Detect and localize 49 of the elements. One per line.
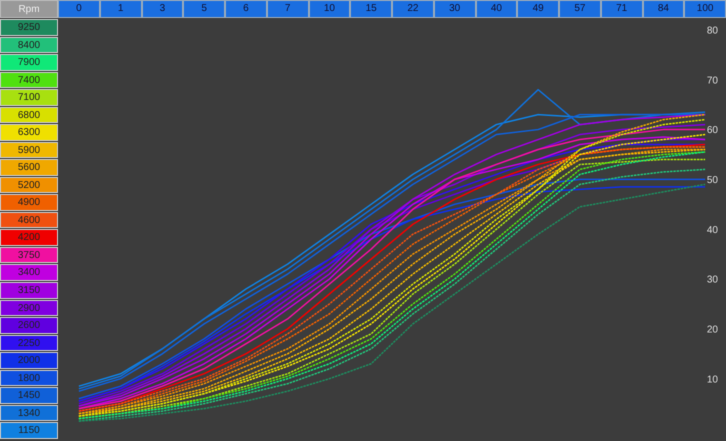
text: 7400 — [0, 72, 58, 88]
x-tick-label: 3 — [142, 0, 184, 18]
x-tick-label: 57 — [559, 0, 601, 18]
x-tick-label: 40 — [476, 0, 518, 18]
x-tick-label: 5 — [183, 0, 225, 18]
x-tick-label: 7 — [266, 0, 308, 18]
text: 1340 — [0, 404, 58, 422]
text: 3150 — [0, 282, 58, 298]
text: 7900 — [0, 54, 58, 71]
text: 1800 — [0, 370, 58, 386]
x-tick-label: 100 — [684, 0, 726, 18]
text: 2250 — [0, 334, 58, 352]
text: 4200 — [0, 229, 58, 246]
x-tick-label: 22 — [392, 0, 434, 18]
text: 2900 — [0, 300, 58, 316]
legend-title: Rpm — [0, 0, 58, 18]
x-tick-label: 1 — [100, 0, 142, 18]
x-tick-label: 10 — [308, 0, 350, 18]
y-tick-label: 40 — [706, 224, 718, 236]
x-tick-label: 49 — [517, 0, 559, 18]
text: 1150 — [0, 422, 58, 439]
text: 2000 — [0, 352, 58, 369]
y-tick-label: 80 — [706, 25, 718, 36]
text: 5600 — [0, 159, 58, 176]
text: 4600 — [0, 212, 58, 228]
text: 2600 — [0, 317, 58, 334]
text: 6300 — [0, 124, 58, 141]
text: 3400 — [0, 264, 58, 281]
x-tick-label: 15 — [350, 0, 392, 18]
y-tick-label: 20 — [706, 324, 718, 336]
text: 7100 — [0, 89, 58, 106]
text: 5200 — [0, 176, 58, 194]
x-tick-label: 6 — [225, 0, 267, 18]
x-tick-label: 84 — [642, 0, 684, 18]
text: 9250 — [0, 19, 58, 36]
y-tick-label: 10 — [706, 374, 718, 386]
x-tick-label: 71 — [600, 0, 642, 18]
text: 5900 — [0, 142, 58, 158]
text: 6800 — [0, 106, 58, 124]
x-tick-label: 30 — [434, 0, 476, 18]
y-tick-label: 60 — [706, 125, 718, 136]
text: 8400 — [0, 36, 58, 54]
text: 4900 — [0, 194, 58, 211]
y-tick-label: 50 — [706, 174, 718, 186]
text: 1450 — [0, 387, 58, 404]
y-tick-label: 30 — [706, 274, 718, 286]
x-tick-label: 0 — [58, 0, 100, 18]
text: 3750 — [0, 246, 58, 264]
y-tick-label: 70 — [706, 75, 718, 86]
